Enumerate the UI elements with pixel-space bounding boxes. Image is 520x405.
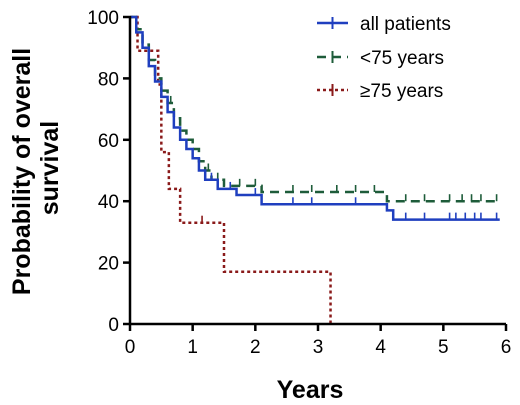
y-ticks: 0 20 40 60 80 100	[87, 8, 130, 336]
y-tick-label: 100	[87, 8, 119, 29]
x-tick-label: 1	[187, 337, 198, 358]
plot-lines	[130, 15, 500, 324]
legend-label-under-75: <75 years	[360, 48, 444, 69]
series-line-0	[130, 15, 500, 221]
legend-item-under-75: <75 years	[317, 48, 444, 69]
y-tick-label: 0	[108, 315, 119, 336]
legend-label-all-patients: all patients	[360, 14, 451, 35]
y-tick-label: 40	[98, 192, 119, 213]
x-tick-label: 6	[501, 337, 512, 358]
legend-item-75-and-over: ≥75 years	[317, 81, 443, 102]
y-axis-label-line-2: survival	[36, 121, 64, 216]
x-tick-label: 5	[438, 337, 449, 358]
y-tick-label: 60	[98, 131, 119, 152]
x-tick-label: 3	[313, 337, 324, 358]
legend-label-75-and-over: ≥75 years	[360, 81, 443, 102]
x-axis-label: Years	[277, 376, 344, 404]
x-ticks: 0 1 2 3 4 5 6	[125, 324, 512, 358]
series-line-1	[130, 15, 500, 203]
y-axis-label-line-1: Probability of overall	[8, 48, 36, 295]
y-tick-label: 80	[98, 69, 119, 90]
y-tick-label: 20	[98, 254, 119, 275]
legend-item-all-patients: all patients	[317, 14, 451, 35]
axes: 0 20 40 60 80 100 0 1 2 3 4 5 6	[87, 8, 511, 358]
legend: all patients <75 years ≥75 years	[317, 14, 451, 102]
x-tick-label: 0	[125, 337, 136, 358]
series-line-2	[130, 15, 332, 324]
x-tick-label: 4	[375, 337, 386, 358]
y-axis-label: Probability of overall survival	[8, 41, 64, 295]
x-tick-label: 2	[250, 337, 261, 358]
